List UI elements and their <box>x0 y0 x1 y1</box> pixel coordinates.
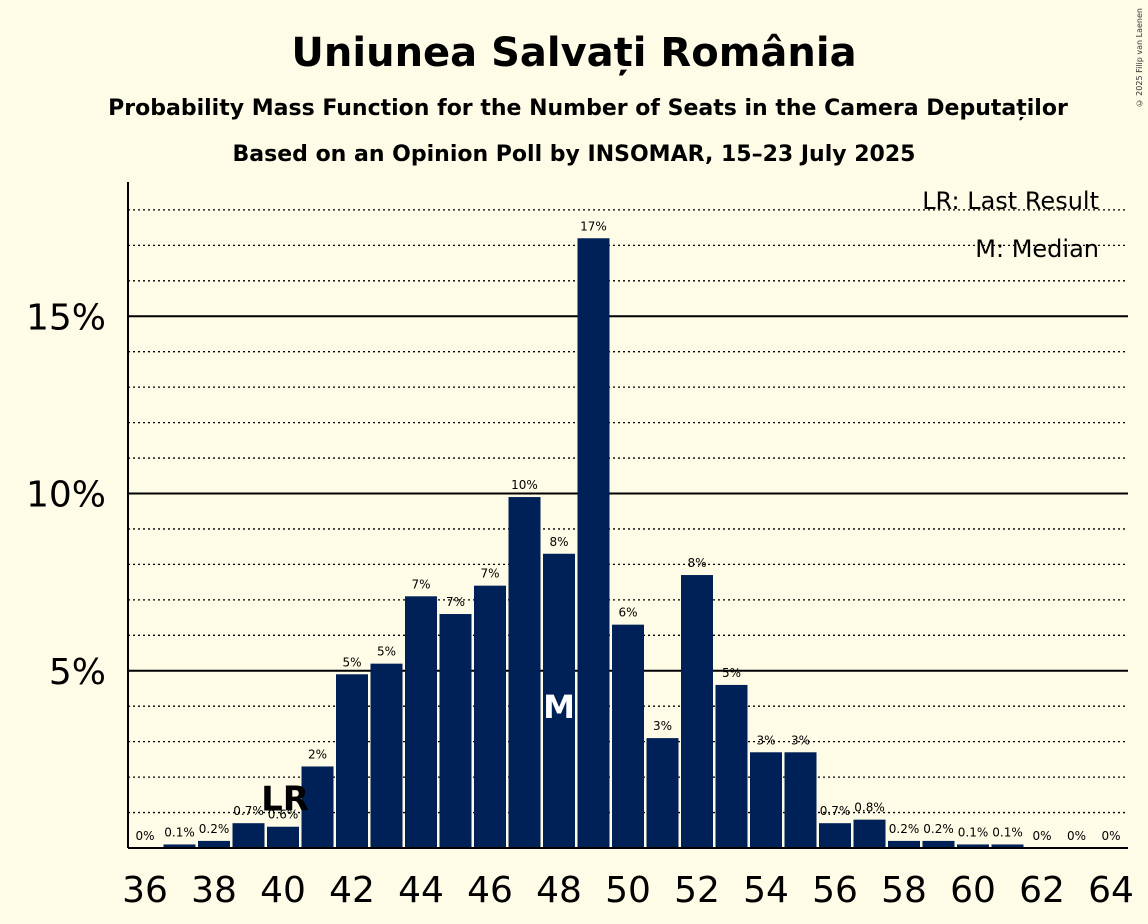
bar-seat-41 <box>301 766 334 848</box>
value-label-seat-50: 6% <box>618 606 637 620</box>
bar-seat-61 <box>991 844 1024 848</box>
bar-seat-39 <box>232 823 265 848</box>
bar-seat-59 <box>922 840 955 848</box>
value-label-seat-40: 0.6% <box>268 808 299 822</box>
legend-last-result: LR: Last Result <box>922 187 1099 215</box>
bar-seat-51 <box>646 738 679 848</box>
x-tick-label: 58 <box>881 870 927 911</box>
median-marker: M <box>543 688 575 726</box>
chart-source: Based on an Opinion Poll by INSOMAR, 15–… <box>233 142 916 167</box>
value-label-seat-53: 5% <box>722 666 741 680</box>
value-label-seat-45: 7% <box>446 595 465 609</box>
bar-seat-56 <box>819 823 851 848</box>
value-label-seat-46: 7% <box>480 567 499 581</box>
bar-seat-48 <box>543 553 575 848</box>
value-label-seat-56: 0.7% <box>820 804 851 818</box>
grid-layer <box>128 209 1128 814</box>
value-label-seat-39: 0.7% <box>233 804 264 818</box>
y-tick-label: 15% <box>26 297 106 338</box>
value-label-seat-57: 0.8% <box>854 801 885 815</box>
value-label-seat-58: 0.2% <box>889 822 920 836</box>
value-label-seat-47: 10% <box>511 478 538 492</box>
x-tick-label: 42 <box>329 870 375 911</box>
value-label-seat-64: 0% <box>1101 829 1120 843</box>
value-label-seat-55: 3% <box>791 733 810 747</box>
axis-layer: 5% 10% 15% 36 38 40 42 44 46 48 50 52 54 56 58 60 62 64 <box>26 182 1134 911</box>
bar-seat-57 <box>853 819 886 848</box>
value-label-seat-37: 0.1% <box>164 825 195 839</box>
bar-seat-50 <box>612 624 644 848</box>
x-tick-label: 46 <box>467 870 513 911</box>
value-label-seat-38: 0.2% <box>199 822 230 836</box>
x-tick-label: 38 <box>191 870 237 911</box>
y-tick-label: 10% <box>26 475 106 516</box>
bar-seat-53 <box>715 684 748 848</box>
chart-subtitle: Probability Mass Function for the Number… <box>108 96 1068 121</box>
bar-seat-47 <box>508 497 541 848</box>
bar-seat-37 <box>163 844 196 848</box>
value-label-seat-42: 5% <box>342 655 361 669</box>
bar-layer <box>163 238 1024 848</box>
x-tick-label: 62 <box>1019 870 1065 911</box>
x-tick-label: 52 <box>674 870 720 911</box>
value-label-seat-60: 0.1% <box>958 825 989 839</box>
value-label-seat-61: 0.1% <box>992 825 1023 839</box>
y-tick-label: 5% <box>49 652 106 693</box>
x-tick-label: 40 <box>260 870 306 911</box>
value-label-seat-41: 2% <box>308 747 327 761</box>
bar-seat-60 <box>957 844 989 848</box>
value-label-seat-59: 0.2% <box>923 822 954 836</box>
x-tick-label: 60 <box>950 870 996 911</box>
value-label-seat-62: 0% <box>1032 829 1051 843</box>
chart-title: Uniunea Salvați România <box>291 30 856 76</box>
bar-seat-42 <box>336 674 368 848</box>
value-label-seat-44: 7% <box>411 577 430 591</box>
bar-seat-49 <box>577 238 610 848</box>
bar-seat-46 <box>474 585 506 848</box>
bar-seat-40 <box>267 826 299 848</box>
bar-seat-44 <box>405 596 437 848</box>
x-tick-label: 36 <box>122 870 168 911</box>
copyright-note: © 2025 Filip van Laenen <box>1135 8 1144 108</box>
bar-seat-55 <box>784 752 817 848</box>
bar-seat-54 <box>750 752 782 848</box>
value-label-seat-49: 17% <box>580 219 607 233</box>
bar-seat-45 <box>439 614 472 848</box>
x-tick-label: 54 <box>743 870 789 911</box>
bar-seat-52 <box>681 575 713 848</box>
x-tick-label: 44 <box>398 870 444 911</box>
value-label-layer: 0% 0.1% 0.2%0.7% 0.6%2%5%5%7%7%7%10%8%17%6%… <box>135 219 1120 843</box>
x-tick-label: 64 <box>1088 870 1134 911</box>
bar-seat-38 <box>198 840 230 848</box>
x-tick-label: 48 <box>536 870 582 911</box>
legend-median: M: Median <box>975 235 1099 263</box>
value-label-seat-51: 3% <box>653 719 672 733</box>
value-label-seat-54: 3% <box>756 733 775 747</box>
last-result-marker: LR <box>261 780 309 820</box>
bar-seat-58 <box>888 840 920 848</box>
x-tick-label: 50 <box>605 870 651 911</box>
value-label-seat-43: 5% <box>377 645 396 659</box>
x-tick-label: 56 <box>812 870 858 911</box>
value-label-seat-63: 0% <box>1067 829 1086 843</box>
value-label-seat-48: 8% <box>549 535 568 549</box>
value-label-seat-36: 0% <box>135 829 154 843</box>
value-label-seat-52: 8% <box>687 556 706 570</box>
bar-seat-43 <box>370 663 403 848</box>
